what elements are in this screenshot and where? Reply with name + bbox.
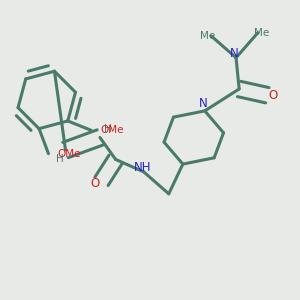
Text: N: N	[230, 47, 239, 60]
Text: H: H	[104, 124, 112, 134]
Text: O: O	[91, 177, 100, 190]
Text: H: H	[56, 154, 64, 164]
Text: O: O	[268, 89, 278, 102]
Text: Me: Me	[200, 31, 215, 41]
Text: OMe: OMe	[57, 149, 81, 159]
Text: Me: Me	[254, 28, 269, 38]
Text: N: N	[199, 97, 208, 110]
Text: NH: NH	[134, 161, 151, 174]
Text: OMe: OMe	[100, 125, 124, 135]
